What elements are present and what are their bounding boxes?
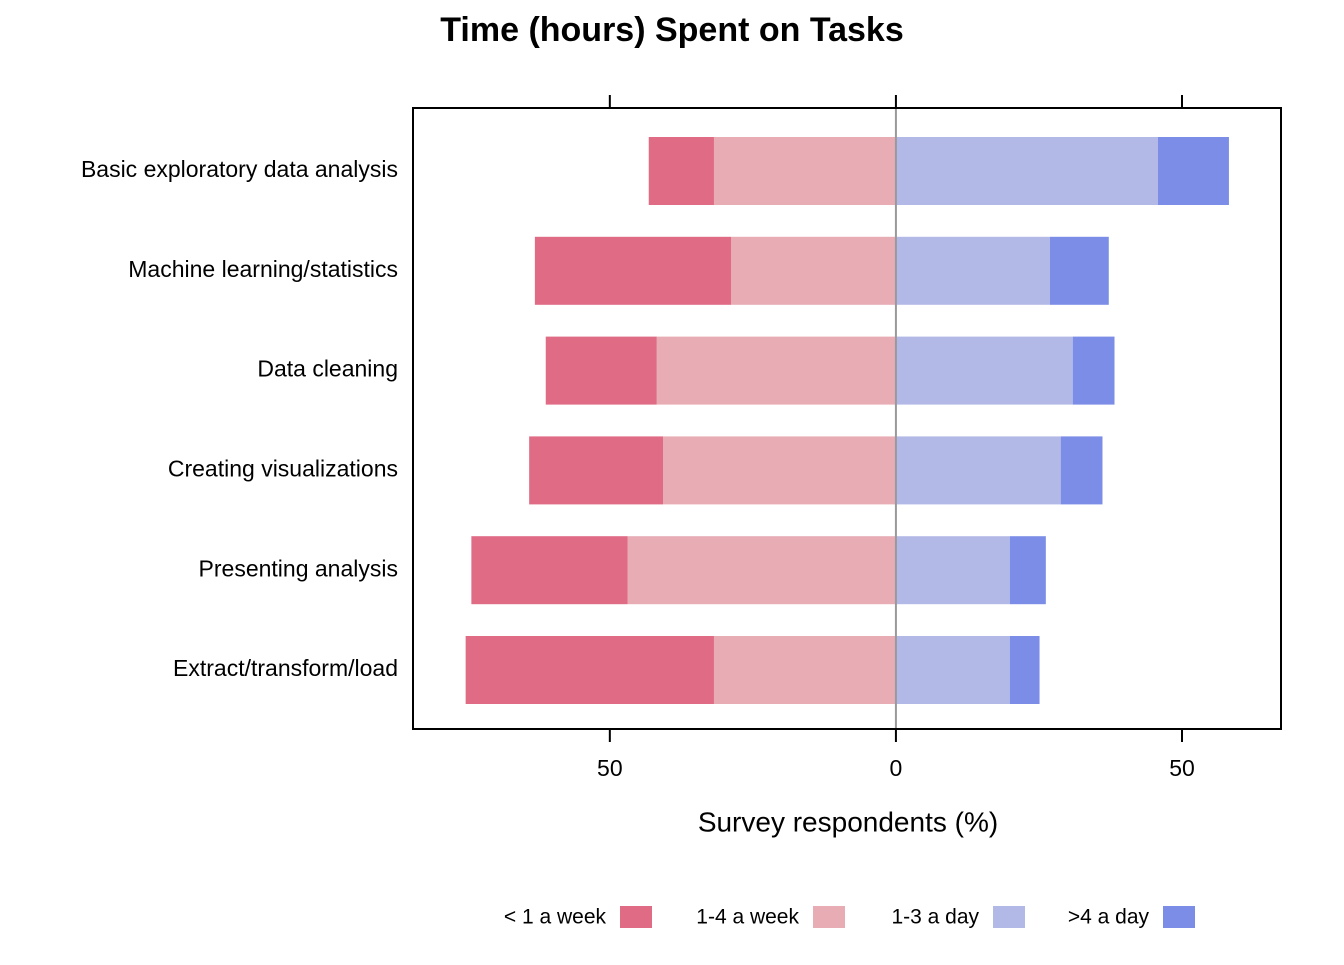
bar-segment: [895, 436, 1061, 505]
legend-label: 1-3 a day: [891, 906, 979, 929]
bar-segment: [713, 137, 896, 205]
bar-segment: [534, 236, 732, 305]
bar-segment: [1157, 137, 1229, 205]
bar-segment: [713, 636, 896, 704]
legend-swatch: [1163, 906, 1195, 928]
legend-swatch: [813, 906, 845, 928]
x-tick-label: 50: [597, 755, 623, 781]
bar-segment: [545, 336, 657, 405]
legend-label: >4 a day: [1068, 906, 1150, 929]
category-label: Machine learning/statistics: [128, 256, 398, 282]
bar-segment: [895, 236, 1050, 305]
bar-segment: [465, 636, 714, 704]
legend-label: 1-4 a week: [696, 906, 799, 929]
category-label: Data cleaning: [257, 356, 398, 382]
legend-label: < 1 a week: [504, 906, 607, 929]
chart-title: Time (hours) Spent on Tasks: [440, 11, 903, 49]
bar-segment: [895, 536, 1010, 605]
category-label: Extract/transform/load: [173, 655, 398, 681]
bar-segment: [1072, 336, 1115, 405]
bar-segment: [648, 137, 714, 205]
category-label: Creating visualizations: [168, 455, 398, 481]
bar-segment: [895, 636, 1010, 704]
category-label: Basic exploratory data analysis: [81, 156, 398, 182]
x-tick-label: 0: [890, 755, 903, 781]
category-label: Presenting analysis: [199, 555, 398, 581]
bar-segment: [1009, 536, 1046, 605]
bar-segment: [731, 236, 896, 305]
x-tick-label: 50: [1169, 755, 1195, 781]
bar-segment: [1009, 636, 1040, 704]
bar-segment: [1060, 436, 1103, 505]
bar-segment: [656, 336, 896, 405]
x-axis-title: Survey respondents (%): [698, 806, 998, 837]
bar-segment: [529, 436, 664, 505]
bar-segment: [895, 336, 1073, 405]
bar-segment: [663, 436, 896, 505]
bar-segment: [895, 137, 1158, 205]
legend-swatch: [993, 906, 1025, 928]
bar-segment: [1049, 236, 1109, 305]
bar-segment: [471, 536, 628, 605]
bar-segment: [627, 536, 896, 605]
legend-swatch: [620, 906, 652, 928]
plot-frame: [412, 107, 1282, 730]
